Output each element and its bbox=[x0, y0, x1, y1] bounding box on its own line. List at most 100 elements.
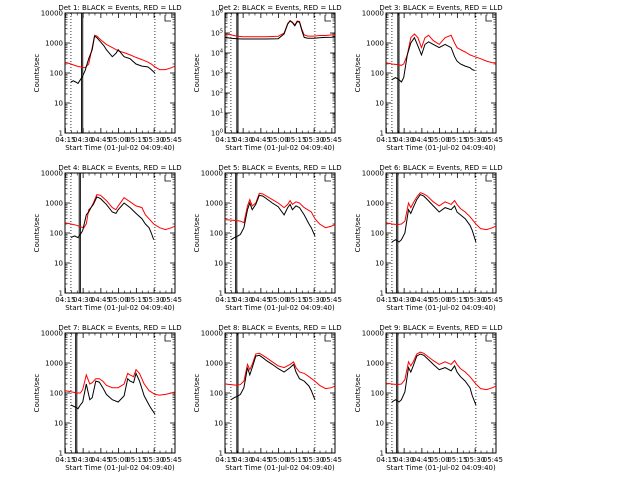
events-series-line bbox=[391, 353, 477, 406]
x-tick-label: 05:30 bbox=[144, 456, 164, 464]
corner-marker bbox=[324, 175, 331, 182]
events-series-line bbox=[230, 194, 316, 241]
x-tick-label: 05:15 bbox=[447, 456, 467, 464]
x-tick-label: 05:45 bbox=[483, 136, 503, 144]
y-axis-label: Counts/sec bbox=[33, 374, 41, 413]
y-tick-label: 10000 bbox=[201, 330, 223, 338]
panel-title: Det 1: BLACK = Events, RED = LLD bbox=[58, 4, 181, 12]
y-tick-label: 100 bbox=[210, 390, 223, 398]
panel-title: Det 3: BLACK = Events, RED = LLD bbox=[379, 4, 502, 12]
y-tick-label: 10 bbox=[375, 420, 384, 428]
y-tick-label: 10000 bbox=[362, 170, 384, 178]
y-tick-label: 1 bbox=[380, 290, 384, 298]
x-axis-label: Start Time (01-Jul-02 04:09:40) bbox=[65, 144, 175, 152]
x-tick-label: 05:30 bbox=[465, 136, 485, 144]
y-tick-label: 1000 bbox=[45, 40, 63, 48]
x-tick-label: 04:45 bbox=[251, 296, 271, 304]
y-tick-label: 1000 bbox=[205, 200, 223, 208]
y-tick-label: 100 bbox=[50, 390, 63, 398]
x-tick-label: 04:45 bbox=[412, 136, 432, 144]
x-tick-label: 04:30 bbox=[394, 136, 414, 144]
x-tick-label: 04:15 bbox=[55, 296, 75, 304]
corner-marker bbox=[485, 175, 492, 182]
y-tick-label: 103 bbox=[211, 69, 223, 78]
y-tick-label: 100 bbox=[50, 70, 63, 78]
y-tick-label: 10 bbox=[375, 100, 384, 108]
y-tick-label: 10000 bbox=[201, 170, 223, 178]
y-tick-label: 10 bbox=[214, 260, 223, 268]
lld-series-line bbox=[224, 352, 336, 390]
x-tick-label: 04:15 bbox=[215, 136, 235, 144]
corner-marker bbox=[485, 335, 492, 342]
x-tick-label: 04:45 bbox=[412, 456, 432, 464]
panel-det-2: 100 101 102 103 104 105 106 04:1504:3004:4505:0… bbox=[193, 4, 342, 152]
x-axis-label: Start Time (01-Jul-02 04:09:40) bbox=[386, 304, 496, 312]
x-tick-label: 05:30 bbox=[304, 136, 324, 144]
x-axis-label: Start Time (01-Jul-02 04:09:40) bbox=[225, 144, 335, 152]
x-tick-label: 04:15 bbox=[376, 296, 396, 304]
events-series-line bbox=[230, 354, 316, 401]
x-tick-label: 05:00 bbox=[430, 456, 450, 464]
y-tick-label: 100 bbox=[211, 129, 223, 138]
y-tick-label: 1 bbox=[219, 450, 223, 458]
lld-series-line bbox=[385, 33, 496, 66]
x-tick-label: 04:30 bbox=[233, 456, 253, 464]
x-tick-label: 05:15 bbox=[126, 456, 146, 464]
panel-det-1: 1 10 100 1000 10000 04:1504:3004:4505:0005:15… bbox=[33, 4, 182, 152]
corner-marker bbox=[164, 335, 171, 342]
x-tick-label: 05:30 bbox=[304, 456, 324, 464]
y-tick-label: 100 bbox=[210, 230, 223, 238]
x-tick-label: 05:00 bbox=[109, 296, 129, 304]
x-tick-label: 05:45 bbox=[162, 456, 182, 464]
y-tick-label: 101 bbox=[211, 109, 223, 118]
panel-det-6: 1 10 100 1000 10000 04:1504:3004:4505:0005:15… bbox=[354, 164, 503, 312]
y-axis-label: Counts/sec bbox=[33, 54, 41, 93]
y-tick-label: 105 bbox=[211, 29, 223, 38]
x-tick-label: 05:45 bbox=[162, 136, 182, 144]
corner-marker bbox=[164, 15, 171, 22]
y-tick-label: 1000 bbox=[366, 40, 384, 48]
y-tick-label: 1000 bbox=[45, 200, 63, 208]
x-tick-label: 04:30 bbox=[73, 296, 93, 304]
y-tick-label: 10000 bbox=[362, 10, 384, 18]
x-tick-label: 04:30 bbox=[73, 456, 93, 464]
x-tick-label: 04:15 bbox=[376, 136, 396, 144]
x-axis-label: Start Time (01-Jul-02 04:09:40) bbox=[65, 464, 175, 472]
x-tick-label: 05:15 bbox=[286, 296, 306, 304]
x-axis-label: Start Time (01-Jul-02 04:09:40) bbox=[65, 304, 175, 312]
y-tick-label: 106 bbox=[211, 9, 223, 18]
y-axis-label: Counts/sec bbox=[193, 54, 201, 93]
y-tick-label: 1 bbox=[219, 290, 223, 298]
y-tick-label: 100 bbox=[50, 230, 63, 238]
y-tick-label: 10000 bbox=[41, 170, 63, 178]
x-tick-label: 05:15 bbox=[286, 456, 306, 464]
panel-title: Det 6: BLACK = Events, RED = LLD bbox=[379, 164, 502, 172]
events-series-line bbox=[224, 20, 336, 40]
x-tick-label: 04:15 bbox=[55, 136, 75, 144]
x-tick-label: 05:45 bbox=[483, 296, 503, 304]
lld-series-line bbox=[64, 368, 176, 396]
panel-title: Det 4: BLACK = Events, RED = LLD bbox=[58, 164, 181, 172]
x-tick-label: 04:15 bbox=[376, 456, 396, 464]
x-tick-label: 04:15 bbox=[215, 456, 235, 464]
x-tick-label: 05:30 bbox=[144, 136, 164, 144]
axes-frame bbox=[385, 332, 497, 454]
x-axis-label: Start Time (01-Jul-02 04:09:40) bbox=[225, 464, 335, 472]
x-tick-label: 04:30 bbox=[233, 296, 253, 304]
events-series-line bbox=[391, 193, 477, 243]
y-tick-label: 10 bbox=[54, 420, 63, 428]
x-tick-label: 05:00 bbox=[269, 456, 289, 464]
axes-frame bbox=[385, 172, 497, 294]
x-axis-label: Start Time (01-Jul-02 04:09:40) bbox=[386, 144, 496, 152]
x-tick-label: 05:45 bbox=[322, 456, 342, 464]
panel-det-3: 1 10 100 1000 10000 04:1504:3004:4505:0005:15… bbox=[354, 4, 503, 152]
lld-series-line bbox=[224, 19, 335, 38]
x-tick-label: 04:30 bbox=[394, 296, 414, 304]
lld-series-line bbox=[224, 192, 336, 229]
panel-det-7: 1 10 100 1000 10000 04:1504:3004:4505:0005:15… bbox=[33, 324, 182, 472]
y-tick-label: 100 bbox=[371, 230, 384, 238]
x-tick-label: 04:45 bbox=[251, 136, 271, 144]
y-tick-label: 10000 bbox=[41, 330, 63, 338]
x-tick-label: 05:00 bbox=[269, 296, 289, 304]
